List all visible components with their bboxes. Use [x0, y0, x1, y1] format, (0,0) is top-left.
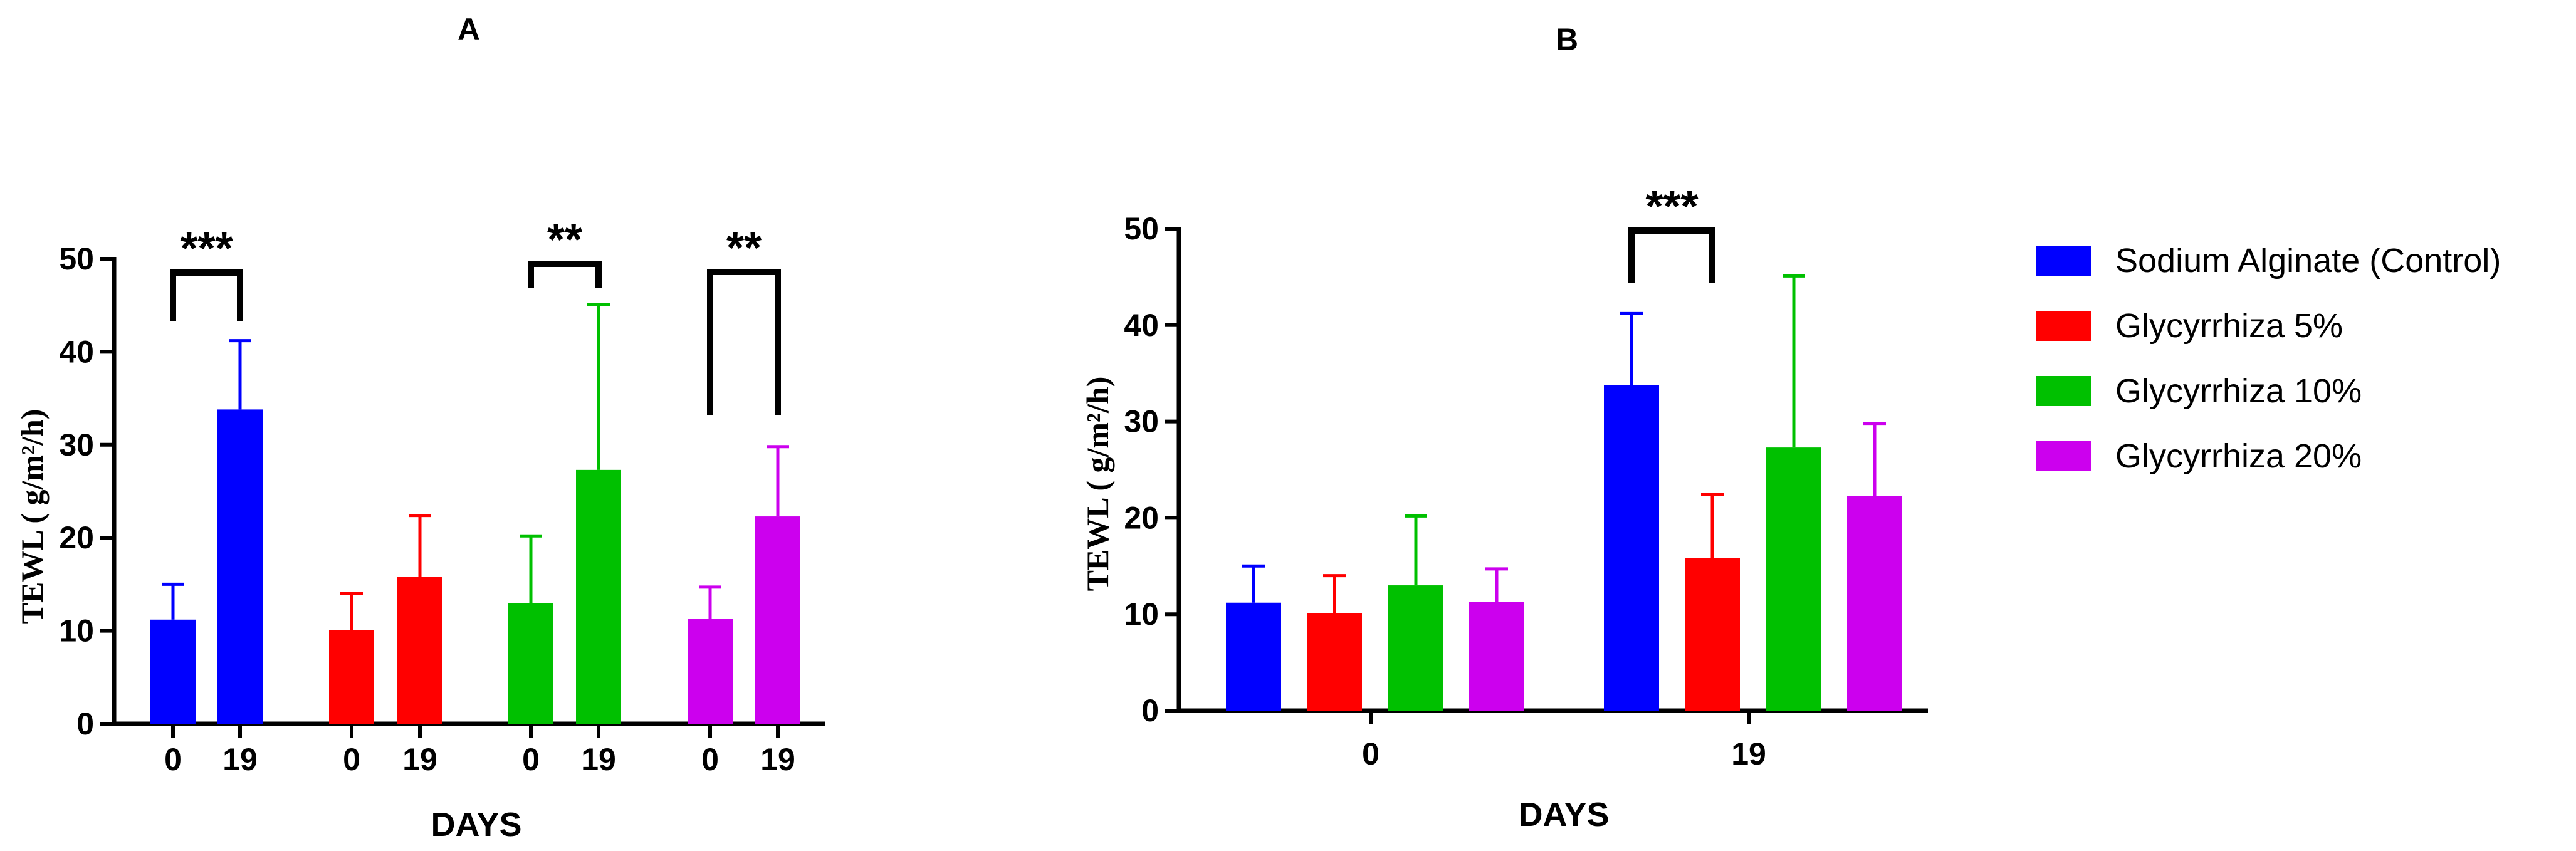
bar: [755, 516, 800, 724]
significance-bracket: [1628, 227, 1715, 283]
panel-b-x-axis-title: DAYS: [1518, 796, 1609, 833]
bar: [329, 630, 374, 724]
legend-label: Glycyrrhiza 10%: [2115, 372, 2362, 410]
bar: [150, 619, 196, 724]
bar: [576, 469, 621, 724]
legend: Sodium Alginate (Control) Glycyrrhiza 5%…: [2036, 242, 2501, 475]
bar: [1469, 602, 1524, 711]
panel-a-x-axis-title: DAYS: [431, 806, 521, 843]
significance-bracket-label: ***: [180, 224, 233, 274]
bar: [1685, 558, 1740, 711]
panel-a-x-tick-label: 0: [522, 742, 540, 777]
bar: [1226, 602, 1281, 711]
panel-b-y-tick-label: 50: [1124, 211, 1159, 246]
panel-b-x-tick-label: 19: [1731, 736, 1766, 771]
panel-b-x-tick-label: 0: [1362, 736, 1380, 771]
legend-item: Glycyrrhiza 20%: [2036, 437, 2362, 475]
legend-swatch: [2036, 376, 2091, 406]
panel-a-y-tick-label: 30: [59, 427, 94, 462]
significance-bracket-label: ***: [1645, 182, 1698, 232]
panel-b-letter: B: [1556, 22, 1578, 57]
legend-item: Glycyrrhiza 5%: [2036, 307, 2343, 345]
bar: [1766, 447, 1821, 711]
legend-label: Glycyrrhiza 20%: [2115, 437, 2362, 475]
legend-swatch: [2036, 246, 2091, 276]
significance-bracket: [707, 269, 781, 415]
panel-a-x-tick-label: 19: [223, 742, 258, 777]
panel-a-x-tick-label: 0: [164, 742, 182, 777]
panel-a-y-axis-title: TEWL ( g/m²/h): [14, 409, 50, 624]
panel-b-y-tick-label: 40: [1124, 308, 1159, 343]
panel-a-y-tick-label: 50: [59, 241, 94, 276]
panel-a-y-tick-label: 20: [59, 520, 94, 555]
panel-a-x-tick-label: 0: [343, 742, 360, 777]
significance-bracket-label: **: [726, 223, 762, 273]
panel-a-x-tick-label: 0: [701, 742, 719, 777]
significance-bracket-label: **: [547, 215, 582, 265]
bar: [217, 409, 263, 724]
legend-label: Sodium Alginate (Control): [2115, 242, 2501, 279]
bar: [1307, 613, 1362, 711]
legend-swatch: [2036, 441, 2091, 471]
bar: [1847, 496, 1902, 711]
panel-b-y-tick-label: 30: [1124, 404, 1159, 439]
bar: [397, 577, 442, 724]
significance-bracket: [170, 269, 243, 321]
legend-swatch: [2036, 311, 2091, 341]
bar: [508, 603, 553, 724]
panel-a-x-tick-label: 19: [402, 742, 437, 777]
bar: [688, 619, 733, 724]
bar: [1388, 585, 1443, 711]
legend-item: Sodium Alginate (Control): [2036, 242, 2501, 279]
panel-a-y-tick-label: 10: [59, 613, 94, 649]
legend-label: Glycyrrhiza 5%: [2115, 307, 2343, 345]
panel-b-y-tick-label: 20: [1124, 500, 1159, 535]
panel-a-y-tick-label: 40: [59, 334, 94, 369]
panel-a-x-tick-label: 19: [581, 742, 616, 777]
bar: [1604, 385, 1659, 711]
legend-item: Glycyrrhiza 10%: [2036, 372, 2362, 410]
panel-b-y-tick-label: 0: [1141, 693, 1159, 728]
significance-bracket: [528, 261, 602, 288]
panel-b-y-tick-label: 10: [1124, 597, 1159, 632]
panel-a-letter: A: [458, 12, 480, 47]
panel-a-y-tick-label: 0: [76, 706, 94, 741]
panel-b-y-axis-title: TEWL ( g/m²/h): [1080, 377, 1115, 592]
panel-a-x-tick-label: 19: [760, 742, 795, 777]
